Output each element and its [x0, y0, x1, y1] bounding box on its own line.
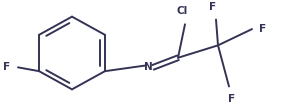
Text: N: N — [144, 62, 152, 72]
Text: F: F — [228, 94, 235, 104]
Text: F: F — [3, 62, 10, 72]
Text: F: F — [259, 24, 266, 34]
Text: Cl: Cl — [176, 6, 188, 16]
Text: F: F — [210, 2, 217, 12]
